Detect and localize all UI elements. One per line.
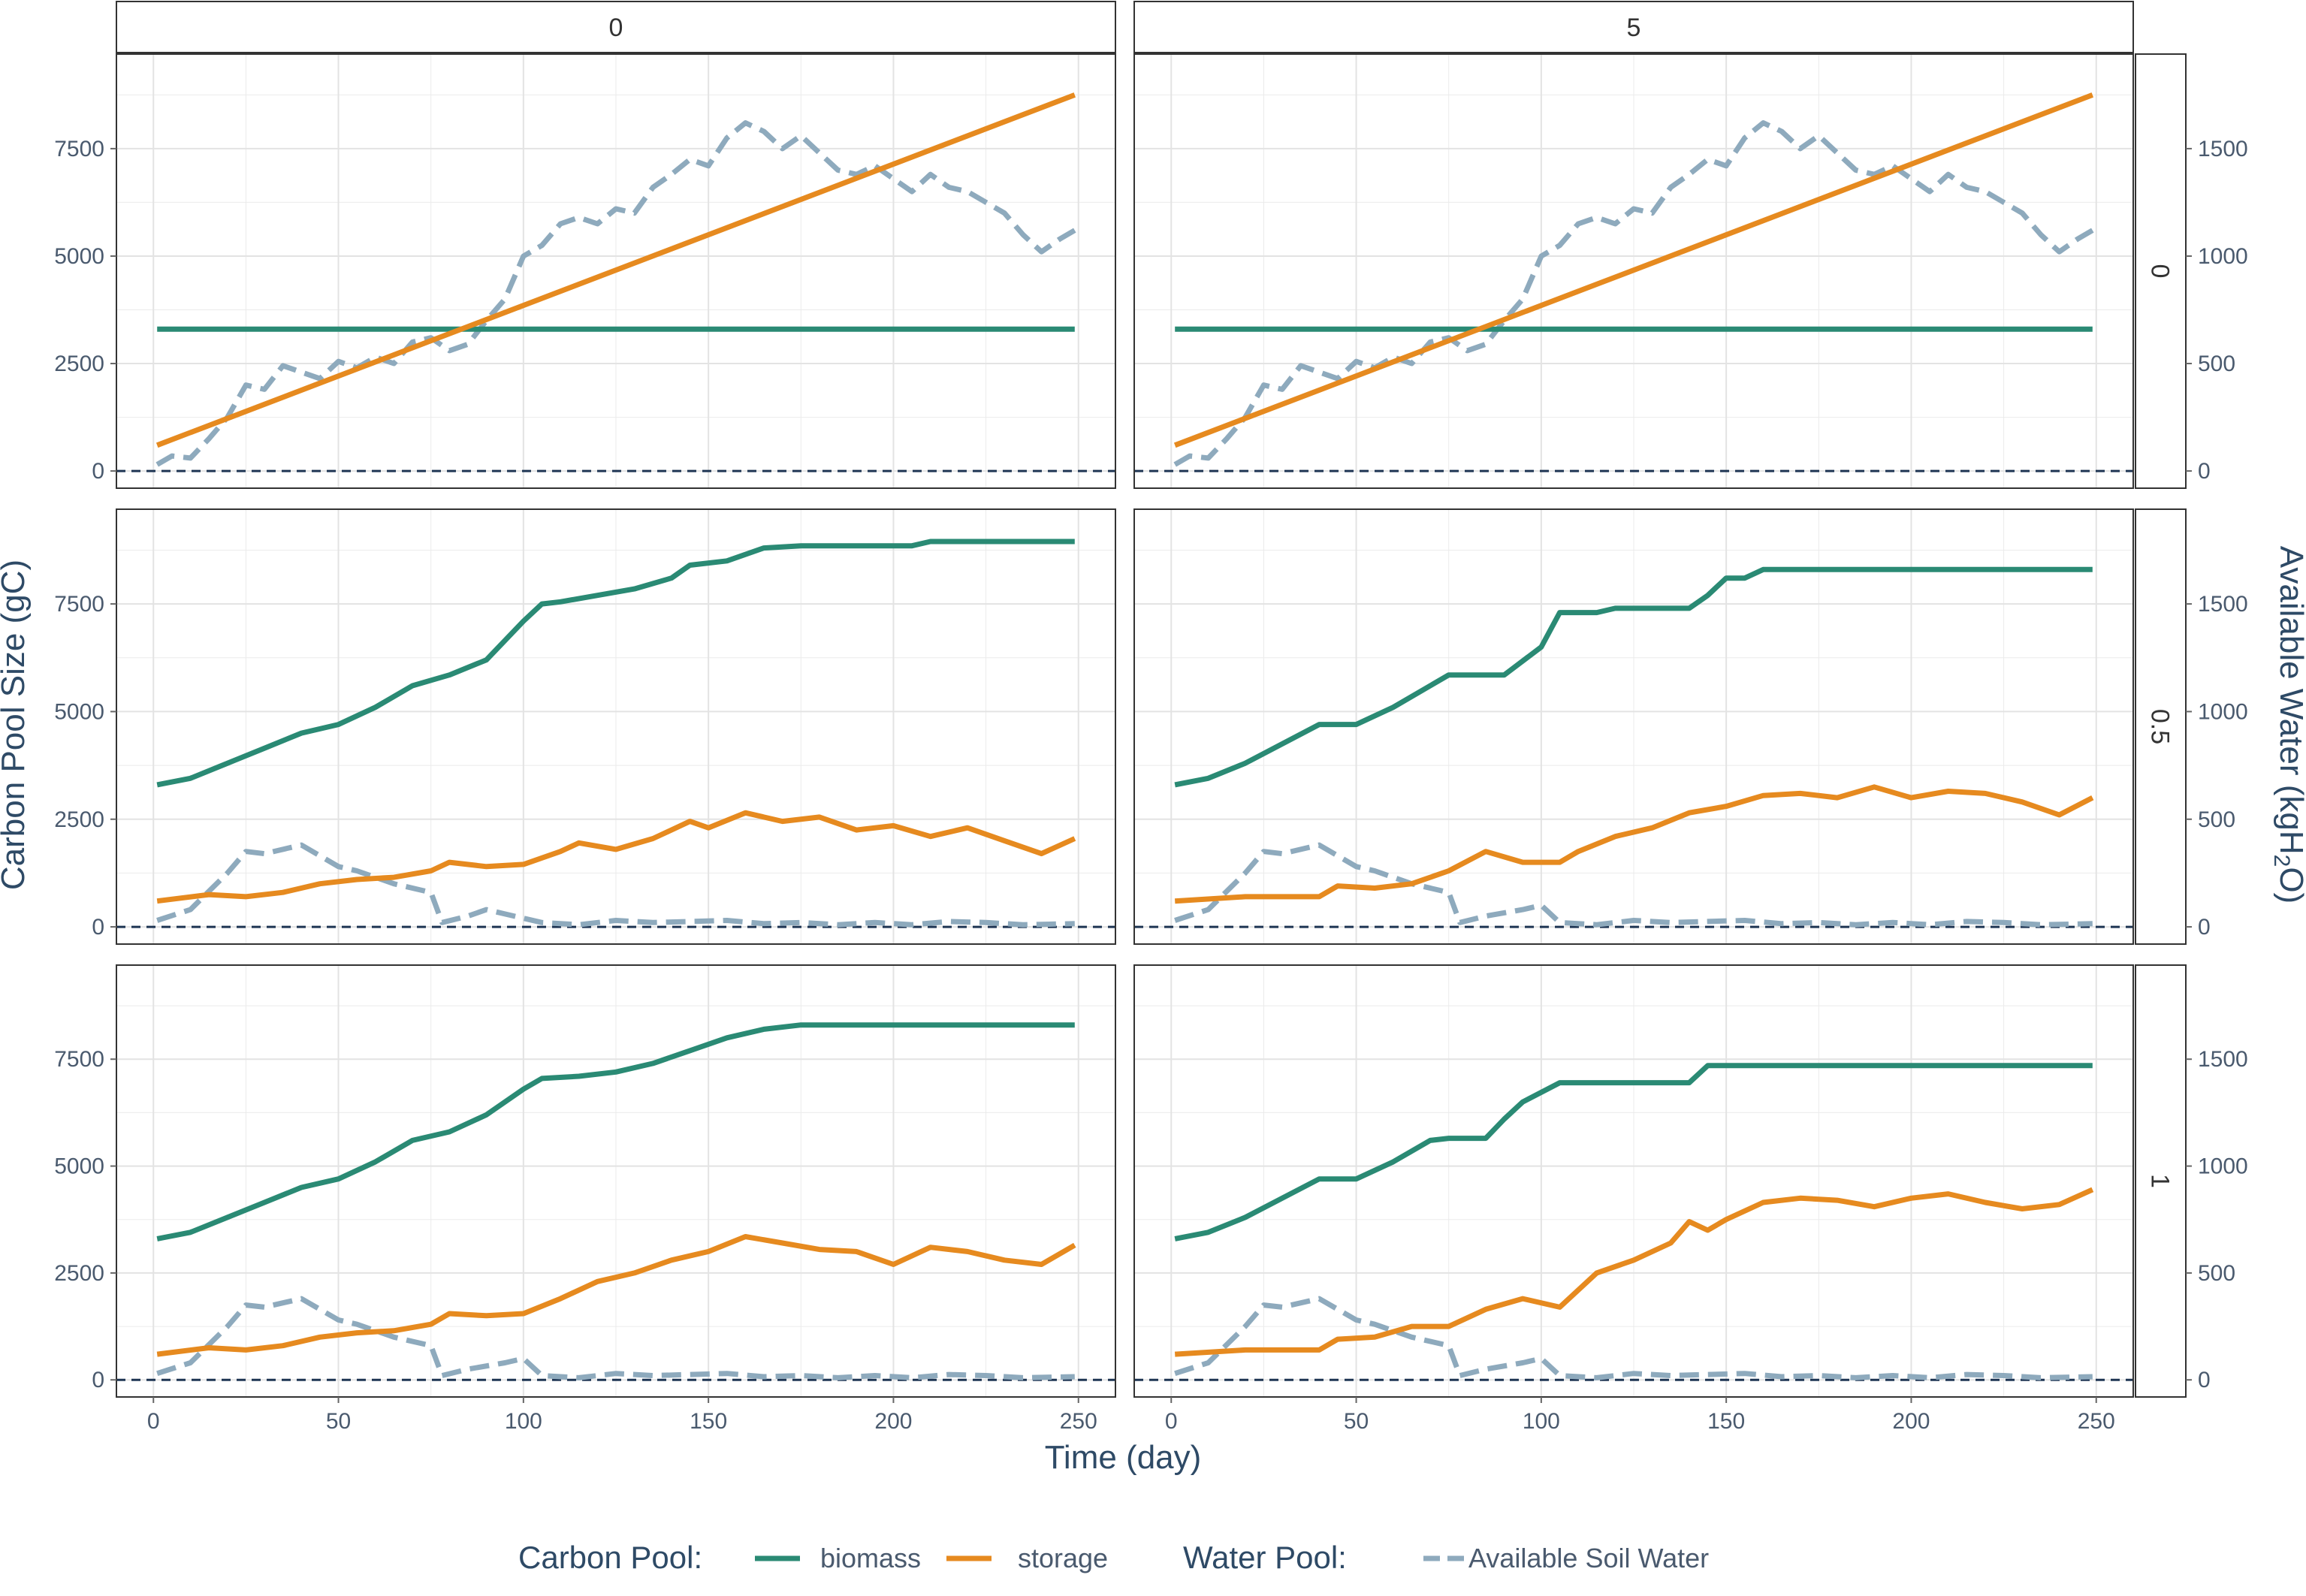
y2-tick-label: 1500 <box>2198 592 2248 617</box>
legend: Carbon Pool: biomass storage Water Pool:… <box>518 1540 1709 1575</box>
y-tick-label: 2500 <box>54 807 104 832</box>
x-tick-label: 100 <box>505 1409 542 1434</box>
y2-axis-title: Available Water (kgH2O) <box>2269 546 2306 904</box>
row-strip-label: 1 <box>2146 1174 2175 1188</box>
panel-5-0.5: 0 500 1000 1500 <box>1133 508 2248 945</box>
panels-layer: 0 500.51025005000750005001000150002500500… <box>54 1 2248 1434</box>
series-line-storage <box>1174 784 2094 904</box>
panel-border <box>116 53 1116 489</box>
x-tick-label: 250 <box>1060 1409 1097 1434</box>
panel-border <box>116 508 1116 945</box>
y-tick-label: 2500 <box>54 1261 104 1286</box>
y-tick-label: 0 <box>92 915 104 940</box>
panel-5-0: 0 500 1000 1500 <box>1133 53 2248 489</box>
y2-tick-label: 1500 <box>2198 1047 2248 1072</box>
series-line-storage <box>1173 92 2094 448</box>
series-line-available-soil-water <box>1174 1296 2093 1380</box>
series-line-biomass <box>156 539 1075 788</box>
row-strip-1 <box>2135 964 2187 1398</box>
panel-0-0.5: 0 2500 5000 7500 <box>54 508 1116 945</box>
row-strip-label: 0.5 <box>2146 709 2175 744</box>
y2-tick-label: 1500 <box>2198 137 2248 161</box>
series-line-available-soil-water <box>156 1296 1075 1380</box>
y2-tick-label: 1000 <box>2198 244 2248 269</box>
y2-axis-title-end: O) <box>2273 867 2306 904</box>
y2-tick-label: 500 <box>2198 1261 2235 1286</box>
legend-water-title: Water Pool: <box>1183 1540 1347 1575</box>
legend-carbon-title: Carbon Pool: <box>518 1540 702 1575</box>
x-tick-label: 0 <box>1165 1409 1178 1434</box>
x-tick-label: 50 <box>1344 1409 1369 1434</box>
legend-biomass-label: biomass <box>820 1543 921 1573</box>
y2-tick-label: 1000 <box>2198 1154 2248 1179</box>
y-axis-title: Carbon Pool Size (gC) <box>0 560 32 890</box>
x-tick-label: 50 <box>326 1409 351 1434</box>
y-tick-label: 0 <box>92 1368 104 1392</box>
column-strip-label: 0 <box>609 14 623 42</box>
x-axis-title: Time (day) <box>1045 1439 1202 1476</box>
x-tick-label: 0 <box>147 1409 160 1434</box>
panel-border <box>1133 964 2134 1398</box>
y2-tick-label: 500 <box>2198 807 2235 832</box>
series-line-biomass <box>1174 566 2093 788</box>
x-tick-label: 200 <box>874 1409 912 1434</box>
column-strip-5 <box>1133 1 2134 53</box>
panel-border <box>1133 53 2134 489</box>
x-tick-label: 250 <box>2078 1409 2115 1434</box>
y-tick-label: 7500 <box>54 592 104 617</box>
y-tick-label: 5000 <box>54 244 104 269</box>
x-tick-label: 200 <box>1892 1409 1930 1434</box>
column-strip-label: 5 <box>1627 14 1641 42</box>
y2-axis-title-subscript: 2 <box>2269 855 2294 867</box>
series-line-available-soil-water <box>155 120 1076 467</box>
panel-border <box>1133 508 2134 945</box>
y-tick-label: 2500 <box>54 351 104 376</box>
series-line-available-soil-water <box>1174 842 2093 928</box>
series-line-storage <box>1174 1187 2094 1357</box>
panel-5-1: 0 500 1000 1500 0 50 100 150 200 250 <box>1133 964 2248 1434</box>
y-tick-label: 0 <box>92 459 104 484</box>
series-line-biomass <box>1174 1063 2093 1242</box>
x-tick-label: 150 <box>1707 1409 1745 1434</box>
panel-0-0: 0 2500 5000 7500 <box>54 53 1116 489</box>
row-strip-label: 0 <box>2146 264 2175 279</box>
y2-tick-label: 1000 <box>2198 699 2248 724</box>
series-line-storage <box>155 92 1076 448</box>
column-strip-0 <box>116 1 1116 53</box>
y2-axis-title-main: Available Water (kgH <box>2273 546 2306 855</box>
series-line-biomass <box>156 1022 1075 1242</box>
y2-tick-label: 0 <box>2198 459 2211 484</box>
y-tick-label: 7500 <box>54 137 104 161</box>
row-strip-0.5 <box>2135 508 2187 945</box>
x-tick-label: 150 <box>690 1409 727 1434</box>
series-line-available-soil-water <box>156 842 1075 928</box>
panel-0-1: 0 2500 5000 7500 0 50 100 150 200 250 <box>54 964 1116 1434</box>
series-line-available-soil-water <box>1173 120 2094 467</box>
legend-water-label: Available Soil Water <box>1468 1543 1709 1573</box>
row-strip-0 <box>2135 53 2187 489</box>
series-line-storage <box>156 810 1076 904</box>
legend-storage-label: storage <box>1018 1543 1108 1573</box>
panel-border <box>116 964 1116 1398</box>
x-tick-label: 100 <box>1523 1409 1560 1434</box>
series-line-storage <box>156 1234 1076 1357</box>
y-tick-label: 5000 <box>54 1154 104 1179</box>
y2-tick-label: 0 <box>2198 915 2211 940</box>
y-tick-label: 7500 <box>54 1047 104 1072</box>
y-tick-label: 5000 <box>54 699 104 724</box>
y2-tick-label: 500 <box>2198 351 2235 376</box>
y2-tick-label: 0 <box>2198 1368 2211 1392</box>
